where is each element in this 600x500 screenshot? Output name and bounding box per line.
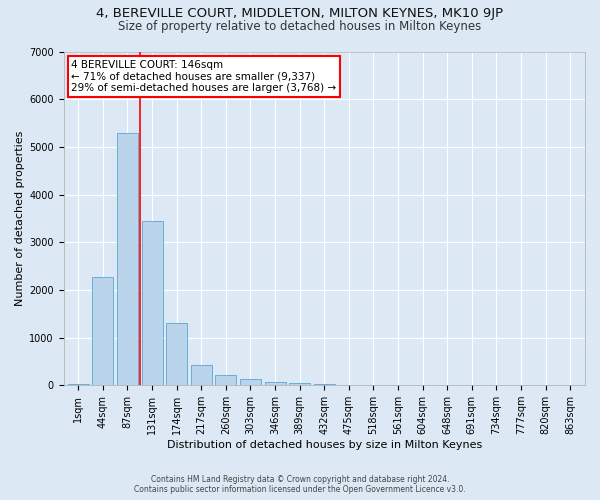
Text: 4, BEREVILLE COURT, MIDDLETON, MILTON KEYNES, MK10 9JP: 4, BEREVILLE COURT, MIDDLETON, MILTON KE… bbox=[97, 8, 503, 20]
Bar bbox=[166, 323, 187, 385]
Bar bbox=[289, 383, 310, 385]
Bar bbox=[265, 382, 286, 385]
Bar bbox=[240, 379, 261, 385]
Bar bbox=[92, 276, 113, 385]
Bar bbox=[215, 375, 236, 385]
Text: Contains HM Land Registry data © Crown copyright and database right 2024.
Contai: Contains HM Land Registry data © Crown c… bbox=[134, 474, 466, 494]
Bar bbox=[117, 132, 138, 385]
Bar bbox=[142, 220, 163, 385]
X-axis label: Distribution of detached houses by size in Milton Keynes: Distribution of detached houses by size … bbox=[167, 440, 482, 450]
Bar bbox=[191, 364, 212, 385]
Text: 4 BEREVILLE COURT: 146sqm
← 71% of detached houses are smaller (9,337)
29% of se: 4 BEREVILLE COURT: 146sqm ← 71% of detac… bbox=[71, 60, 337, 93]
Bar bbox=[68, 384, 89, 385]
Y-axis label: Number of detached properties: Number of detached properties bbox=[15, 130, 25, 306]
Text: Size of property relative to detached houses in Milton Keynes: Size of property relative to detached ho… bbox=[118, 20, 482, 33]
Bar bbox=[314, 384, 335, 385]
